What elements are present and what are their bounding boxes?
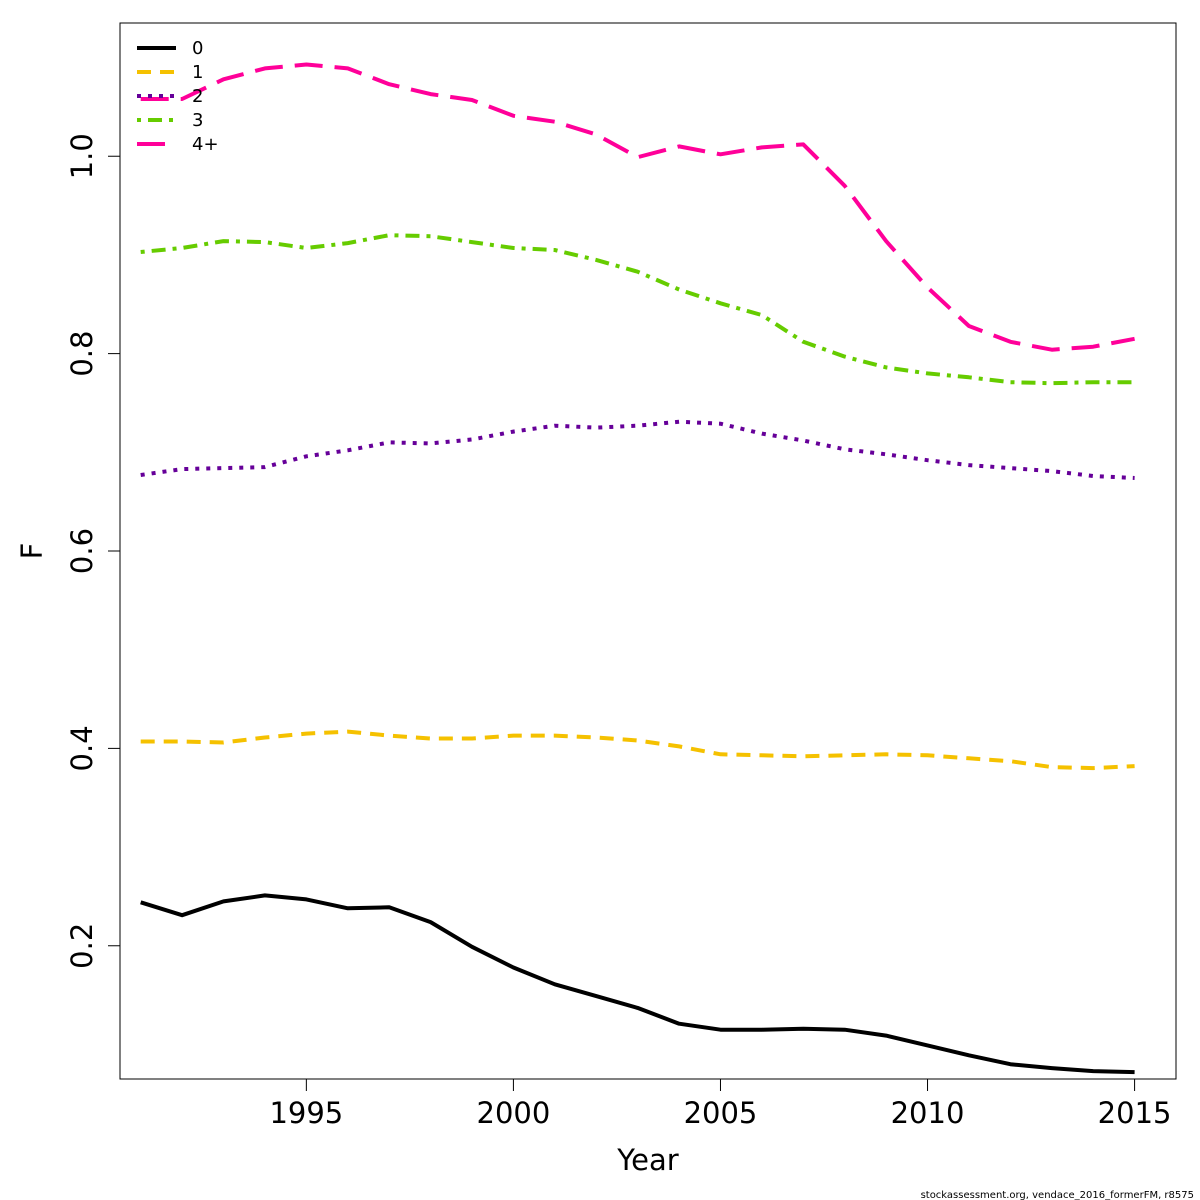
- y-axis-title: F: [15, 543, 49, 560]
- series-line-2: [140, 419, 1135, 480]
- x-tick-label: 2010: [891, 1096, 965, 1130]
- series-line-4: [140, 62, 1135, 352]
- legend-label: 1: [192, 62, 203, 83]
- legend-label: 0: [192, 38, 203, 59]
- legend-label: 3: [192, 110, 203, 131]
- y-tick-label: 0.4: [65, 725, 99, 771]
- series-line-1: [140, 729, 1135, 771]
- series-line-3: [140, 233, 1135, 386]
- x-tick-label: 1995: [269, 1096, 343, 1130]
- y-tick-label: 0.8: [65, 331, 99, 377]
- y-axis: 0.2 0.4 0.6 0.8 1.0: [65, 133, 120, 969]
- y-tick-label: 0.2: [65, 923, 99, 969]
- series-layer: [140, 62, 1135, 1075]
- series-line-0: [140, 893, 1135, 1075]
- legend: 0 1 2 3 4+: [137, 38, 219, 155]
- x-axis-title: Year: [616, 1143, 678, 1177]
- legend-label: 2: [192, 86, 203, 107]
- x-axis: 1995 2000 2005 2010 2015: [269, 1079, 1171, 1130]
- footer-credit: stockassessment.org, vendace_2016_former…: [921, 1190, 1194, 1200]
- plot-frame: [119, 22, 1177, 1080]
- x-tick-label: 2015: [1098, 1096, 1172, 1130]
- x-tick-label: 2005: [684, 1096, 758, 1130]
- y-tick-label: 1.0: [65, 133, 99, 179]
- legend-label: 4+: [192, 134, 219, 155]
- x-tick-label: 2000: [477, 1096, 551, 1130]
- y-tick-label: 0.6: [65, 528, 99, 574]
